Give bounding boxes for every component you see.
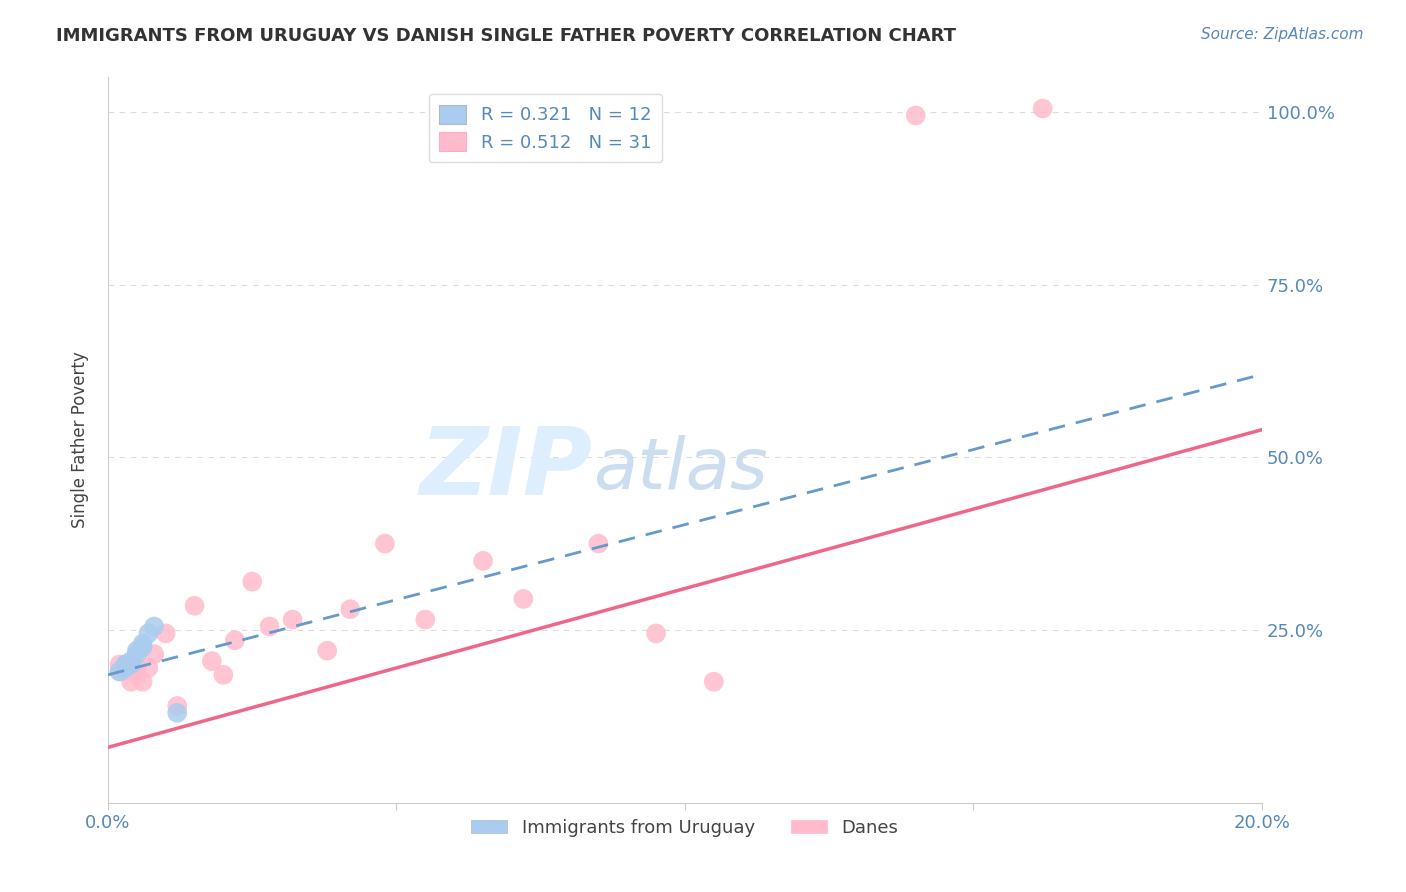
Point [138,661,160,675]
Point [183,599,205,613]
Text: atlas: atlas [593,434,768,503]
Point [339,602,361,616]
Point [131,674,153,689]
Text: ZIP: ZIP [420,423,593,515]
Point [125,647,148,661]
Point [114,665,136,679]
Point [108,665,131,679]
Point [281,613,304,627]
Point [120,657,142,672]
Point [374,536,396,550]
Point [1032,102,1054,116]
Point [166,698,188,713]
Point [224,633,246,648]
Point [108,665,131,679]
Point [143,647,166,661]
Text: Source: ZipAtlas.com: Source: ZipAtlas.com [1201,27,1364,42]
Legend: R = 0.321   N = 12, R = 0.512   N = 31: R = 0.321 N = 12, R = 0.512 N = 31 [429,94,662,162]
Point [166,706,188,720]
Point [114,657,136,672]
Point [120,654,142,668]
Point [588,536,610,550]
Y-axis label: Single Father Poverty: Single Father Poverty [72,351,89,528]
Point [131,637,153,651]
Point [131,640,153,655]
Point [259,619,281,633]
Point [125,661,148,675]
Point [240,574,263,589]
Point [155,626,177,640]
Point [120,661,142,675]
Point [125,643,148,657]
Point [201,654,224,668]
Point [108,657,131,672]
Point [316,643,339,657]
Point [114,661,136,675]
Point [114,657,136,672]
Point [512,591,534,606]
Point [120,674,142,689]
Point [138,626,160,640]
Point [904,108,927,122]
Point [703,674,725,689]
Text: IMMIGRANTS FROM URUGUAY VS DANISH SINGLE FATHER POVERTY CORRELATION CHART: IMMIGRANTS FROM URUGUAY VS DANISH SINGLE… [56,27,956,45]
Point [212,668,235,682]
Point [413,613,436,627]
Point [143,619,166,633]
Point [645,626,668,640]
Point [472,554,495,568]
Point [125,668,148,682]
